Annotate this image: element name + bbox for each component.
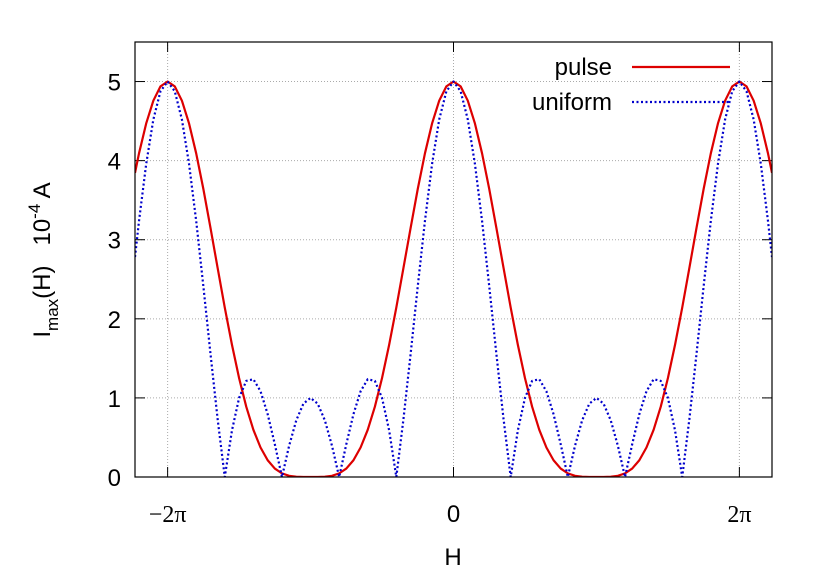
y-label-sub: max [43,298,62,331]
y-tick-label: 0 [108,465,121,492]
y-label-unit: A [29,182,56,203]
series-line [135,80,772,477]
y-label-sup: -4 [25,204,44,219]
y-tick-label: 4 [108,149,121,176]
plot-area [135,80,772,477]
y-tick-label: 2 [108,307,121,334]
x-axis-label: H [444,544,461,571]
x-tick-label: 0 [447,501,460,528]
x-tick-label: 2π [727,502,751,528]
x-tick-label: −2π [149,502,187,528]
y-axis-label: Imax(H) 10-4 A [25,182,62,337]
legend-label: pulse [555,54,612,81]
y-tick-label: 1 [108,386,121,413]
y-label-main: I [29,331,56,338]
y-label-middle: (H) 10 [29,219,56,299]
plot-frame [134,41,773,478]
y-tick-label: 3 [108,228,121,255]
y-tick-label: 5 [108,70,121,97]
legend-label: uniform [532,89,612,116]
